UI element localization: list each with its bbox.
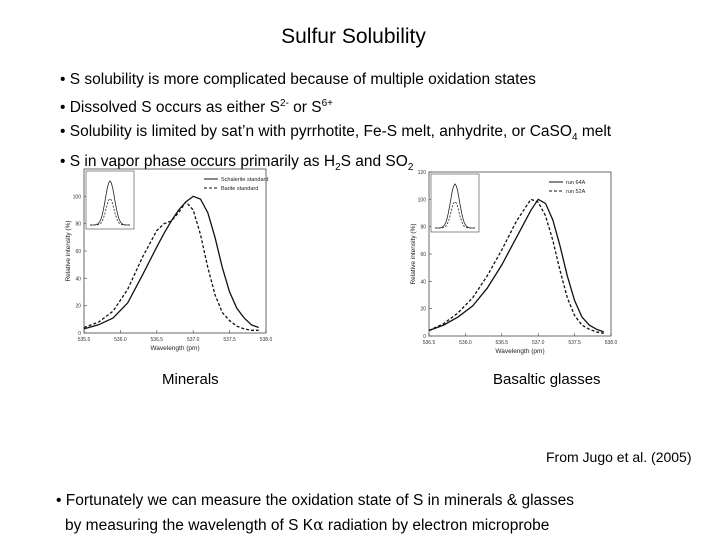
- bullet-item: • S in vapor phase occurs primarily as H…: [60, 153, 414, 174]
- caption-minerals: Minerals: [162, 371, 219, 388]
- x-tick-label: 535.5: [78, 337, 91, 343]
- x-tick-label: 536.0: [459, 340, 472, 346]
- inset-peak-solid: [90, 180, 130, 226]
- y-tick-label: 80: [420, 225, 426, 231]
- y-tick-label: 0: [78, 331, 81, 337]
- x-tick-label: 536.5: [423, 340, 436, 346]
- legend-entry: Schalerite standard: [221, 177, 268, 183]
- x-tick-label: 537.0: [532, 340, 545, 346]
- source-credit: From Jugo et al. (2005): [546, 449, 692, 465]
- series-line-1: [428, 198, 604, 334]
- series-line-0: [83, 195, 259, 330]
- inset-peak-solid: [435, 183, 475, 229]
- y-tick-label: 20: [75, 304, 81, 310]
- inset-frame: [85, 170, 135, 230]
- y-tick-label: 60: [75, 249, 81, 255]
- footer-line-2: by measuring the wavelength of S Kα radi…: [65, 516, 550, 534]
- bullet-item: • S solubility is more complicated becau…: [60, 71, 536, 88]
- greek-alpha: α: [313, 516, 324, 534]
- footer-bullet: • Fortunately we can measure the oxidati…: [56, 489, 574, 538]
- x-tick-label: 536.0: [114, 337, 127, 343]
- x-axis-label: Wavelength (pm): [150, 345, 199, 352]
- x-tick-label: 537.5: [223, 337, 236, 343]
- x-tick-label: 538.0: [605, 340, 618, 346]
- chart-svg: 0 20 40 60 80 100 535.5 536.0 536.5 537.0 537.5 538…: [65, 168, 273, 352]
- slide-title: Sulfur Solubility: [281, 25, 426, 48]
- y-tick-label: 20: [420, 307, 426, 313]
- x-axis-label: Wavelength (pm): [495, 348, 544, 355]
- y-tick-label: 100: [73, 194, 82, 200]
- footer-line-1: • Fortunately we can measure the oxidati…: [56, 492, 575, 509]
- x-tick-label: 537.5: [568, 340, 581, 346]
- legend-entry: Barite standard: [221, 186, 258, 192]
- y-tick-label: 120: [418, 170, 427, 176]
- x-tick-label: 538.0: [260, 337, 273, 343]
- series-line-0: [428, 198, 604, 333]
- bullet-list: • S solubility is more complicated becau…: [60, 68, 611, 180]
- y-tick-label: 80: [75, 222, 81, 228]
- y-axis-label: Relative intensity (%): [410, 223, 417, 284]
- inset-frame: [430, 173, 480, 233]
- legend-entry: run 52A: [566, 189, 586, 195]
- minerals-spectrum-chart: 0 20 40 60 80 100 535.5 536.0 536.5 537.0 537.5 538…: [60, 165, 275, 355]
- y-tick-label: 40: [75, 276, 81, 282]
- series-line-1: [83, 200, 259, 331]
- x-tick-label: 537.0: [187, 337, 200, 343]
- y-tick-label: 40: [420, 279, 426, 285]
- glasses-spectrum-chart: 0 20 40 60 80 100 120 536.5 536.0 536.5 537.0 537.5…: [405, 168, 620, 358]
- y-tick-label: 0: [423, 334, 426, 340]
- chart-svg: 0 20 40 60 80 100 120 536.5 536.0 536.5 537.0 537.5…: [410, 170, 618, 355]
- bullet-item: • Solubility is limited by sat’n with py…: [60, 123, 612, 144]
- caption-basaltic-glasses: Basaltic glasses: [493, 371, 601, 388]
- y-tick-label: 100: [418, 197, 427, 203]
- y-axis-label: Relative intensity (%): [65, 220, 72, 281]
- y-tick-label: 60: [420, 252, 426, 258]
- x-tick-label: 536.5: [151, 337, 164, 343]
- x-tick-label: 536.5: [496, 340, 509, 346]
- bullet-item: • Dissolved S occurs as either S2- or S6…: [60, 98, 333, 117]
- legend-entry: run 64A: [566, 180, 586, 186]
